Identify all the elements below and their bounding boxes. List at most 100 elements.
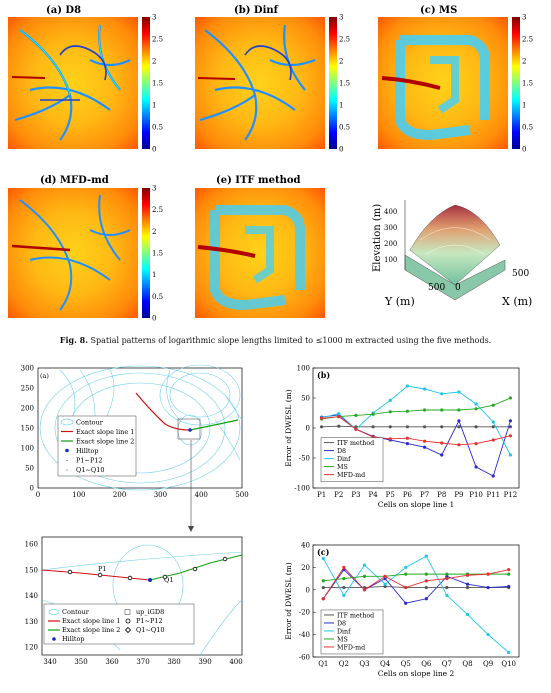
series-point — [457, 443, 461, 447]
colorbar-tick: 1.5 — [152, 80, 163, 88]
series-point — [508, 396, 513, 400]
chart-ytick-label: 0 — [306, 425, 310, 433]
chart-xtick-label: P9 — [454, 491, 463, 499]
panel-a-xtick: 500 — [235, 491, 248, 499]
zoom-point-marker — [127, 575, 133, 581]
series-point — [440, 425, 444, 429]
chart-legend-entry: MS — [337, 464, 348, 471]
colorbar-ms: 3 2.5 2 1.5 1 0.5 0 — [512, 14, 533, 154]
series-point — [337, 415, 341, 419]
z-axis-label: Elevation (m) — [372, 204, 383, 272]
series-point — [321, 585, 325, 590]
series-point — [440, 392, 444, 396]
series-point — [445, 577, 449, 581]
panel-a-ytick: 0 — [30, 485, 34, 493]
legend-entry: Q1~Q10 — [76, 466, 105, 474]
colorbar-tick: 2 — [152, 228, 156, 236]
chart-xtick-label: Q6 — [421, 660, 432, 668]
series-point — [507, 650, 511, 655]
zoom-legend-entry: Hilltop — [62, 635, 85, 643]
chart-xtick-label: Q3 — [359, 660, 369, 668]
zoom-p1-label: P1 — [98, 565, 107, 573]
chart-xtick-label: Q1 — [318, 660, 328, 668]
series-point — [424, 579, 428, 583]
chart-xtick-label: P8 — [437, 491, 446, 499]
series-point — [457, 419, 461, 423]
series-point — [474, 425, 478, 429]
series-point — [465, 585, 470, 590]
colorbar-mfd: 3 2.5 2 1.5 1 0.5 0 — [142, 185, 163, 323]
chart-title: (b) — [317, 370, 330, 380]
zoom-ytick: 150 — [25, 566, 38, 574]
colorbar-tick: 1 — [339, 102, 343, 110]
chart-xtick-label: P10 — [469, 491, 483, 499]
series-point — [474, 407, 478, 411]
colorbar-tick: 0.5 — [152, 293, 163, 301]
colorbar-tick: 2 — [522, 58, 526, 66]
chart-ytick-label: -20 — [299, 609, 310, 617]
series-point — [405, 425, 410, 429]
panel-a-xtick: 300 — [154, 491, 167, 499]
zoom-xtick: 380 — [167, 658, 180, 666]
chart-ytick-label: 50 — [301, 395, 310, 403]
zoom-legend-hilltop-mark — [52, 637, 56, 641]
panel-label-mfd: (d) MFD-md — [40, 175, 109, 186]
chart-xtick-label: P5 — [386, 491, 395, 499]
colorbar-tick: 0.5 — [339, 124, 350, 132]
caption-text: Spatial patterns of logarithmic slope le… — [90, 336, 492, 345]
zoom-ytick: 140 — [25, 592, 38, 600]
series-point — [491, 403, 495, 407]
chart-legend-entry: MFD-md — [337, 644, 365, 651]
chart-xlabel: Cells on slope line 2 — [378, 669, 455, 678]
panel-a-label: (a) — [40, 372, 49, 380]
colorbar-d8: 3 2.5 2 1.5 1 0.5 0 — [142, 14, 163, 154]
chart-ytick-label: 20 — [301, 564, 310, 572]
zoom-legend-entry: up_iGD8 — [136, 608, 164, 616]
chart-xtick-label: Q2 — [339, 660, 349, 668]
series-point — [337, 412, 341, 416]
series-point — [486, 633, 490, 637]
chart-xtick-label: P7 — [420, 491, 429, 499]
series-point — [342, 577, 346, 581]
chart-legend-entry: D8 — [337, 620, 346, 627]
panel-a-ytick: 50 — [25, 465, 34, 473]
x-axis-label: X (m) — [502, 295, 532, 308]
series-point — [457, 425, 461, 429]
zoom-point-marker — [162, 574, 168, 580]
series-point — [424, 572, 428, 576]
chart-xtick-label: P4 — [368, 491, 378, 499]
zoom-ytick: 120 — [25, 644, 38, 652]
series-point — [491, 425, 495, 429]
chart-xtick-label: Q9 — [483, 660, 493, 668]
heatmap-mfd — [8, 188, 138, 318]
series-point — [474, 442, 478, 446]
legend-contour-mark — [60, 418, 74, 426]
series-point — [319, 416, 324, 420]
colorbar-tick: 1 — [522, 102, 526, 110]
series-point — [383, 584, 387, 589]
chart-legend-entry: Dinf — [337, 628, 351, 635]
series-point — [486, 585, 490, 590]
chart-xtick-label: Q7 — [442, 660, 452, 668]
colorbar-tick: 0 — [152, 146, 156, 154]
series-point — [362, 574, 367, 578]
series-point — [383, 577, 387, 581]
colorbar-tick: 0 — [339, 146, 343, 154]
x-tick-0: 0 — [455, 283, 461, 293]
series-point — [507, 568, 511, 572]
figure-caption: Fig. 8. Spatial patterns of logarithmic … — [0, 335, 551, 345]
series-point — [337, 424, 341, 428]
colorbar-tick: 3 — [152, 185, 156, 193]
colorbar-tick: 2.5 — [152, 36, 163, 44]
z-tick-100: 100 — [384, 256, 397, 264]
colorbar-tick: 2.5 — [522, 36, 533, 44]
series-line — [323, 585, 509, 589]
colorbar-tick: 1 — [152, 271, 156, 279]
chart-legend-entry: ITF method — [337, 612, 374, 619]
chart-ylabel: Error of DWESL (m) — [284, 389, 293, 467]
colorbar-dinf: 3 2.5 2 1.5 1 0.5 0 — [329, 14, 350, 154]
panel-a-xtick: 0 — [36, 491, 40, 499]
series-point — [342, 585, 346, 590]
zoom-point-marker — [222, 556, 228, 562]
